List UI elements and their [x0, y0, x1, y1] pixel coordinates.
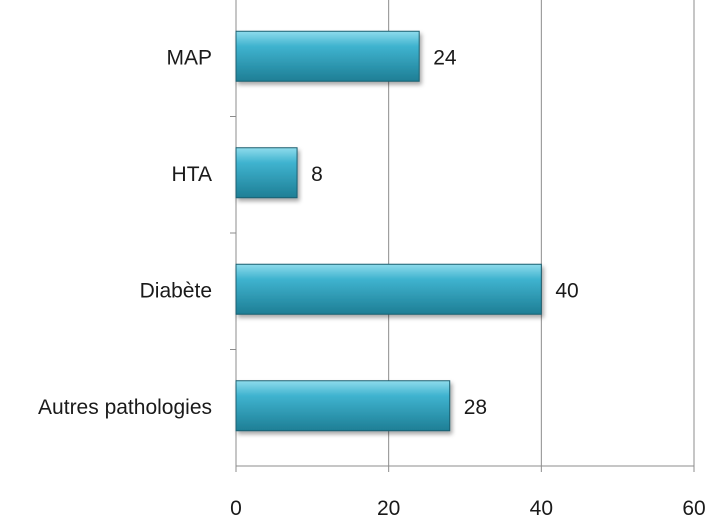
- data-label-1: 8: [311, 163, 323, 186]
- bar-0: [235, 30, 420, 82]
- bar-3: [235, 380, 451, 432]
- x-tick-label: 20: [377, 497, 400, 520]
- category-label-3: Autres pathologies: [38, 396, 212, 419]
- category-label-0: MAP: [166, 46, 212, 69]
- x-tick-label: 0: [230, 497, 242, 520]
- bar-1: [235, 147, 298, 199]
- data-label-0: 24: [433, 46, 457, 69]
- labels: 0 20 40 60 24 MAP 8 HTA 40 Diabète 28 Autres pathol…: [38, 46, 706, 520]
- data-label-2: 40: [555, 279, 578, 302]
- x-tick-label: 60: [682, 497, 705, 520]
- category-label-2: Diabète: [140, 279, 212, 302]
- bar-2: [235, 263, 542, 315]
- bars: [235, 30, 542, 432]
- category-label-1: HTA: [172, 163, 212, 186]
- data-label-3: 28: [464, 396, 487, 419]
- x-tick-label: 40: [530, 497, 553, 520]
